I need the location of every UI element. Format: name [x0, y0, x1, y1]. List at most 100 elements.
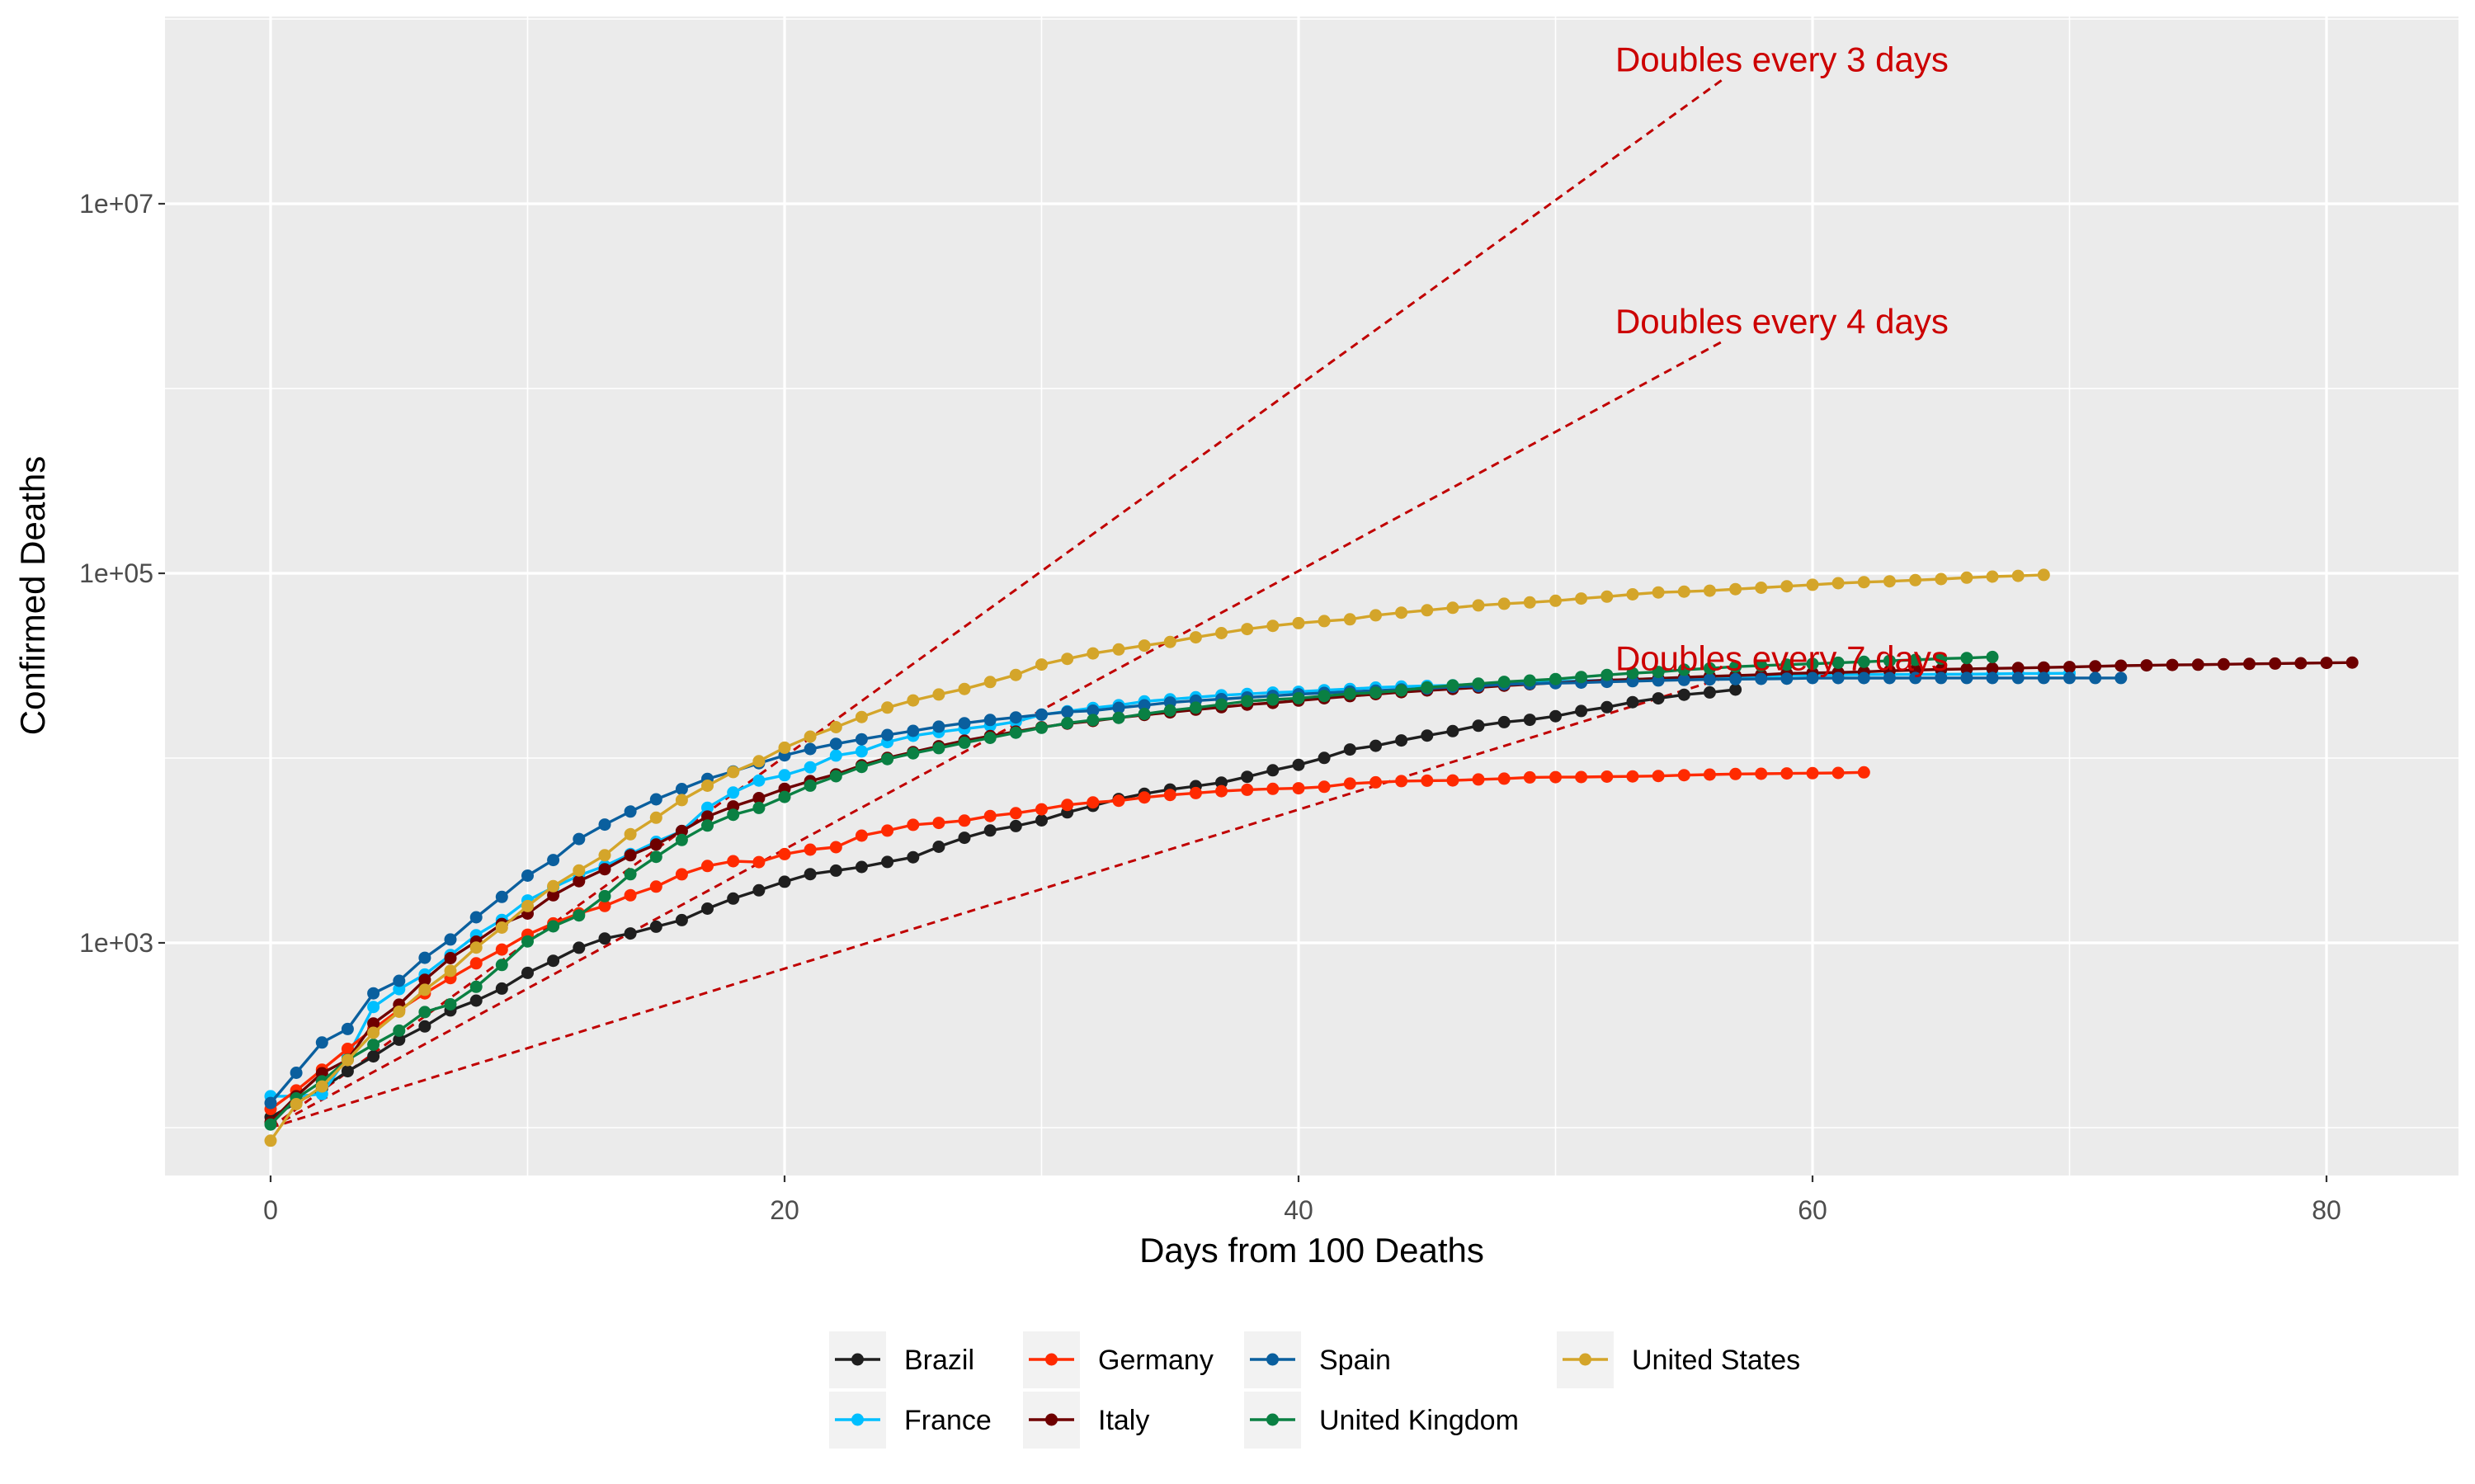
- data-point: [829, 864, 842, 877]
- data-point: [1241, 770, 1254, 784]
- data-point: [1395, 684, 1408, 697]
- data-point: [1009, 726, 1022, 739]
- data-point: [1960, 571, 1973, 584]
- data-point: [1421, 681, 1434, 694]
- data-point: [1857, 766, 1870, 779]
- legend-item: United Kingdom: [1244, 1392, 1519, 1449]
- reference-labels: Doubles every 3 days Doubles every 4 days…: [1615, 40, 1949, 677]
- data-point: [907, 818, 920, 832]
- data-point: [1986, 671, 1999, 685]
- doubling-reference-label: Doubles every 4 days: [1615, 302, 1949, 341]
- data-point: [1729, 767, 1742, 780]
- data-point: [367, 1001, 380, 1014]
- data-point: [1935, 572, 1948, 586]
- data-point: [1523, 770, 1536, 784]
- data-point: [547, 954, 560, 968]
- data-point: [1446, 774, 1459, 787]
- data-point: [521, 869, 534, 882]
- data-point: [932, 720, 945, 733]
- data-point: [907, 747, 920, 760]
- legend-label: Germany: [1098, 1345, 1214, 1376]
- data-point: [1780, 580, 1794, 593]
- data-point: [1652, 674, 1665, 687]
- data-point: [1266, 782, 1280, 795]
- data-point: [1035, 814, 1048, 827]
- data-point: [2140, 659, 2153, 672]
- data-point: [2114, 659, 2128, 672]
- data-point: [367, 1017, 380, 1030]
- data-point: [752, 774, 766, 787]
- x-tick-label: 60: [1798, 1195, 1827, 1225]
- data-point: [983, 824, 997, 837]
- data-point: [1652, 586, 1665, 599]
- data-point: [1832, 656, 1845, 669]
- legend-key-point: [1266, 1413, 1279, 1426]
- data-point: [1497, 715, 1511, 728]
- data-point: [2269, 657, 2282, 670]
- data-point: [1857, 576, 1870, 589]
- legend-key-point: [1266, 1353, 1279, 1366]
- data-point: [983, 714, 997, 727]
- legend-item: France: [829, 1392, 992, 1449]
- data-point: [1472, 599, 1485, 612]
- data-point: [1241, 783, 1254, 796]
- x-tick-label: 80: [2312, 1195, 2341, 1225]
- grid-minor: [165, 16, 2458, 1175]
- data-point: [1421, 604, 1434, 617]
- data-point: [1600, 770, 1614, 783]
- data-point: [1755, 582, 1768, 594]
- legend-item: United States: [1557, 1331, 1800, 1388]
- legend-item: Brazil: [829, 1331, 974, 1388]
- data-point: [881, 701, 894, 714]
- data-point: [1652, 666, 1665, 679]
- data-point: [367, 987, 380, 1000]
- data-point: [855, 761, 868, 774]
- data-point: [393, 1024, 406, 1037]
- data-point: [2345, 656, 2359, 669]
- data-point: [752, 801, 766, 814]
- data-point: [1626, 588, 1639, 601]
- data-point: [1703, 685, 1716, 699]
- data-point: [983, 676, 997, 689]
- data-point: [1112, 794, 1125, 808]
- y-tick-label: 1e+05: [79, 558, 153, 588]
- data-point: [804, 730, 817, 743]
- data-point: [804, 761, 817, 774]
- data-point: [804, 843, 817, 856]
- data-point: [2037, 661, 2050, 674]
- data-point: [983, 809, 997, 822]
- data-point: [1883, 671, 1896, 685]
- data-point: [778, 790, 791, 803]
- data-point: [1600, 700, 1614, 714]
- data-point: [264, 1118, 277, 1131]
- data-point: [1497, 676, 1511, 689]
- data-point: [1960, 652, 1973, 665]
- data-point: [624, 849, 637, 862]
- data-point: [1523, 674, 1536, 687]
- data-point: [1729, 683, 1742, 696]
- data-point: [1112, 701, 1125, 714]
- data-point: [1832, 766, 1845, 780]
- data-point: [2294, 657, 2308, 670]
- data-point: [1087, 647, 1100, 660]
- data-point: [1909, 671, 1922, 685]
- data-point: [1909, 653, 1922, 667]
- data-point: [649, 850, 662, 864]
- data-point: [2037, 671, 2050, 685]
- legend-label: Brazil: [904, 1345, 974, 1376]
- data-point: [573, 832, 586, 846]
- data-point: [649, 920, 662, 933]
- data-point: [1266, 620, 1280, 633]
- data-point: [675, 833, 688, 846]
- data-point: [1780, 672, 1794, 685]
- data-point: [932, 742, 945, 755]
- y-axis-title: Confirmed Deaths: [13, 456, 52, 735]
- data-point: [1575, 592, 1588, 605]
- data-point: [1035, 721, 1048, 734]
- data-point: [855, 829, 868, 842]
- reference-lines: [270, 78, 1723, 1129]
- data-point: [418, 951, 431, 964]
- data-point: [315, 1036, 328, 1049]
- series-group: [264, 568, 2359, 1147]
- data-point: [1960, 671, 1973, 685]
